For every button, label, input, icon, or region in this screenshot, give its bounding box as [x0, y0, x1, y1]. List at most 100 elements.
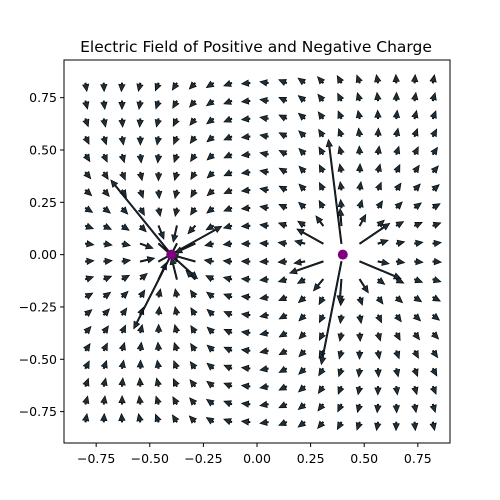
field-arrow: [298, 348, 307, 358]
field-arrow: [173, 189, 181, 200]
field-arrow: [136, 377, 144, 387]
field-arrow: [412, 331, 420, 341]
field-arrow: [121, 240, 131, 248]
field-arrow: [222, 240, 233, 248]
field-arrow: [101, 325, 109, 334]
field-arrow: [288, 260, 324, 275]
field-arrow: [336, 421, 345, 431]
field-arrow: [413, 221, 423, 229]
field-arrow: [101, 308, 111, 317]
y-tick-label: −0.75: [19, 404, 57, 419]
field-arrow: [173, 323, 181, 334]
field-arrow: [393, 163, 401, 173]
field-arrow: [118, 100, 126, 111]
field-arrow: [430, 128, 438, 138]
field-arrow: [110, 179, 178, 263]
field-arrow: [374, 109, 382, 120]
field-arrow: [359, 260, 402, 280]
field-arrow: [411, 91, 419, 102]
x-tick-label: −0.50: [131, 451, 169, 466]
field-arrow: [136, 136, 144, 146]
field-arrow: [259, 400, 269, 409]
field-arrow: [317, 76, 326, 85]
field-arrow: [337, 207, 345, 227]
field-arrow: [337, 403, 345, 413]
field-arrow: [102, 291, 112, 300]
field-arrow: [190, 342, 198, 352]
field-arrow: [318, 367, 326, 377]
field-arrow: [430, 165, 439, 174]
y-tick-label: −0.25: [19, 299, 57, 314]
y-tick-label: 0.75: [29, 90, 57, 105]
field-arrow: [278, 401, 288, 409]
field-arrow: [392, 91, 400, 102]
field-arrow: [296, 276, 306, 284]
field-arrow: [411, 109, 419, 120]
field-arrow: [85, 257, 95, 266]
field-arrow: [154, 395, 162, 405]
field-arrow: [259, 275, 269, 284]
field-arrow: [392, 73, 400, 84]
field-arrow: [259, 418, 269, 426]
field-arrow: [394, 313, 402, 323]
field-arrow: [240, 293, 251, 301]
field-arrow: [298, 147, 307, 157]
field-arrow: [120, 206, 129, 215]
field-arrow: [120, 290, 129, 299]
field-arrow: [278, 294, 288, 301]
field-arrow: [375, 314, 382, 324]
field-arrow: [414, 257, 424, 266]
field-arrow: [187, 224, 197, 235]
field-arrow: [411, 385, 419, 396]
field-arrow: [204, 240, 214, 248]
field-arrow: [429, 421, 437, 432]
field-arrow: [259, 347, 269, 355]
field-arrow: [298, 165, 307, 174]
field-arrow: [377, 239, 389, 247]
field-arrow: [259, 186, 269, 194]
field-arrow: [392, 421, 400, 432]
field-arrow: [318, 164, 326, 173]
y-axis-ticks: 0.75 0.50 0.25 0.00 −0.25 −0.50 −0.75: [19, 90, 64, 419]
field-arrow: [325, 138, 343, 245]
field-arrow: [206, 134, 215, 143]
field-arrow: [374, 91, 382, 102]
field-arrow: [318, 296, 326, 306]
field-arrow: [223, 187, 233, 194]
field-arrow: [355, 92, 363, 102]
field-arrow: [319, 181, 326, 191]
field-arrow: [137, 323, 145, 334]
field-arrow: [189, 289, 198, 299]
field-arrow: [154, 171, 163, 182]
field-arrow: [337, 332, 345, 342]
field-arrow: [101, 171, 109, 181]
field-arrow: [355, 385, 364, 396]
field-arrow: [240, 418, 251, 426]
field-arrow: [155, 305, 163, 316]
field-arrow: [432, 221, 442, 229]
field-arrow: [136, 118, 144, 128]
field-arrow: [395, 257, 406, 266]
x-tick-label: −0.75: [77, 451, 115, 466]
field-arrow: [137, 207, 145, 216]
field-arrow: [222, 222, 233, 230]
field-arrows: [82, 73, 443, 432]
field-arrow: [411, 146, 419, 156]
field-arrow: [240, 346, 251, 355]
field-arrow: [206, 291, 215, 300]
field-arrow: [223, 79, 233, 87]
field-arrow: [82, 153, 91, 163]
field-arrow: [121, 257, 132, 265]
field-arrow: [189, 117, 198, 126]
field-arrow: [155, 288, 163, 298]
field-arrow: [173, 207, 181, 217]
field-arrow: [154, 341, 163, 352]
field-arrow: [190, 171, 198, 181]
field-arrow: [118, 136, 126, 146]
field-arrow: [317, 402, 326, 412]
field-arrow: [259, 168, 269, 176]
field-arrow: [154, 100, 162, 110]
field-arrow: [411, 367, 419, 378]
chart-title: Electric Field of Positive and Negative …: [80, 38, 432, 56]
field-arrow: [376, 219, 385, 228]
